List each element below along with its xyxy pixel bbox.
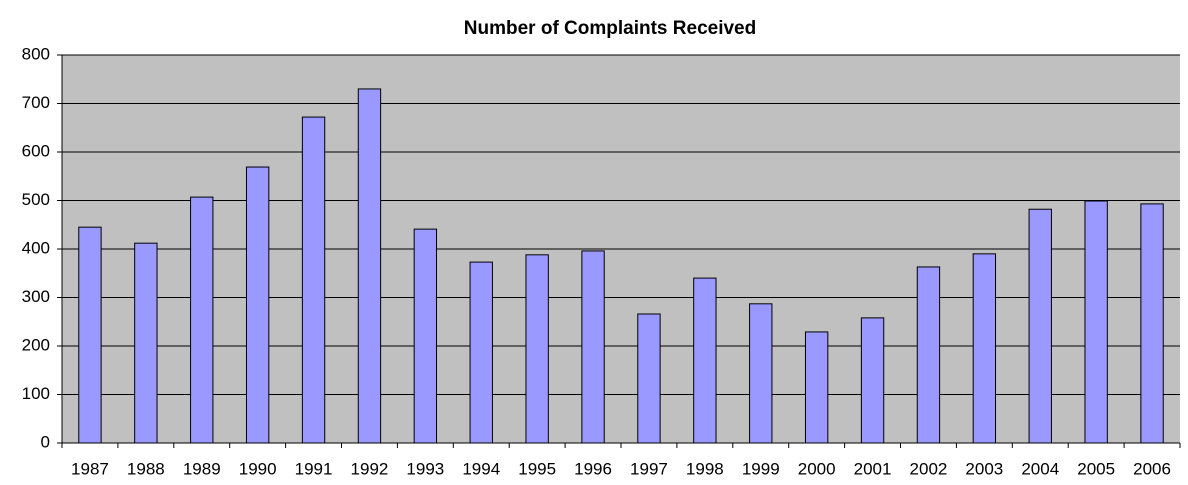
y-tick-label: 100 bbox=[22, 384, 50, 403]
x-tick-label: 1993 bbox=[406, 459, 444, 478]
bar bbox=[190, 196, 214, 444]
bar bbox=[413, 228, 438, 444]
bar bbox=[860, 317, 885, 444]
x-tick-label: 1994 bbox=[462, 459, 500, 478]
x-tick-label: 1989 bbox=[183, 459, 221, 478]
y-tick-label: 300 bbox=[22, 287, 50, 306]
x-tick-label: 2004 bbox=[1021, 459, 1059, 478]
x-tick-label: 1995 bbox=[518, 459, 556, 478]
x-tick-label: 1996 bbox=[574, 459, 612, 478]
bar bbox=[916, 266, 941, 444]
bar bbox=[1084, 200, 1108, 444]
bar bbox=[1028, 208, 1052, 444]
x-tick-label: 1987 bbox=[71, 459, 109, 478]
bar bbox=[1140, 203, 1164, 444]
x-tick-label: 1999 bbox=[742, 459, 780, 478]
y-tick-label: 400 bbox=[22, 238, 50, 257]
x-tick-label: 2005 bbox=[1077, 459, 1115, 478]
y-tick-label: 0 bbox=[41, 432, 50, 451]
bar bbox=[525, 254, 549, 444]
y-tick-label: 700 bbox=[22, 93, 50, 112]
bar bbox=[972, 253, 997, 444]
x-tick-label: 1991 bbox=[295, 459, 333, 478]
y-tick-label: 200 bbox=[22, 335, 50, 354]
bar bbox=[78, 226, 102, 444]
y-tick-label: 800 bbox=[22, 44, 50, 63]
y-tick-label: 500 bbox=[22, 190, 50, 209]
bar bbox=[245, 166, 270, 444]
x-tick-label: 2000 bbox=[798, 459, 836, 478]
x-tick-label: 1990 bbox=[239, 459, 277, 478]
bar bbox=[469, 261, 493, 444]
x-tick-label: 1992 bbox=[351, 459, 389, 478]
bar bbox=[357, 88, 382, 444]
x-tick-label: 2003 bbox=[965, 459, 1003, 478]
x-tick-label: 2002 bbox=[910, 459, 948, 478]
x-tick-label: 2001 bbox=[854, 459, 892, 478]
x-tick-label: 1988 bbox=[127, 459, 165, 478]
x-tick-label: 1997 bbox=[630, 459, 668, 478]
bar bbox=[581, 250, 605, 444]
chart-title: Number of Complaints Received bbox=[464, 18, 756, 39]
bar bbox=[804, 331, 829, 444]
bar bbox=[749, 303, 773, 444]
bar bbox=[134, 242, 158, 444]
bar bbox=[301, 116, 326, 444]
x-tick-label: 2006 bbox=[1133, 459, 1171, 478]
x-tick-label: 1998 bbox=[686, 459, 724, 478]
y-tick-label: 600 bbox=[22, 141, 50, 160]
bar bbox=[693, 277, 717, 444]
bar bbox=[637, 313, 661, 444]
